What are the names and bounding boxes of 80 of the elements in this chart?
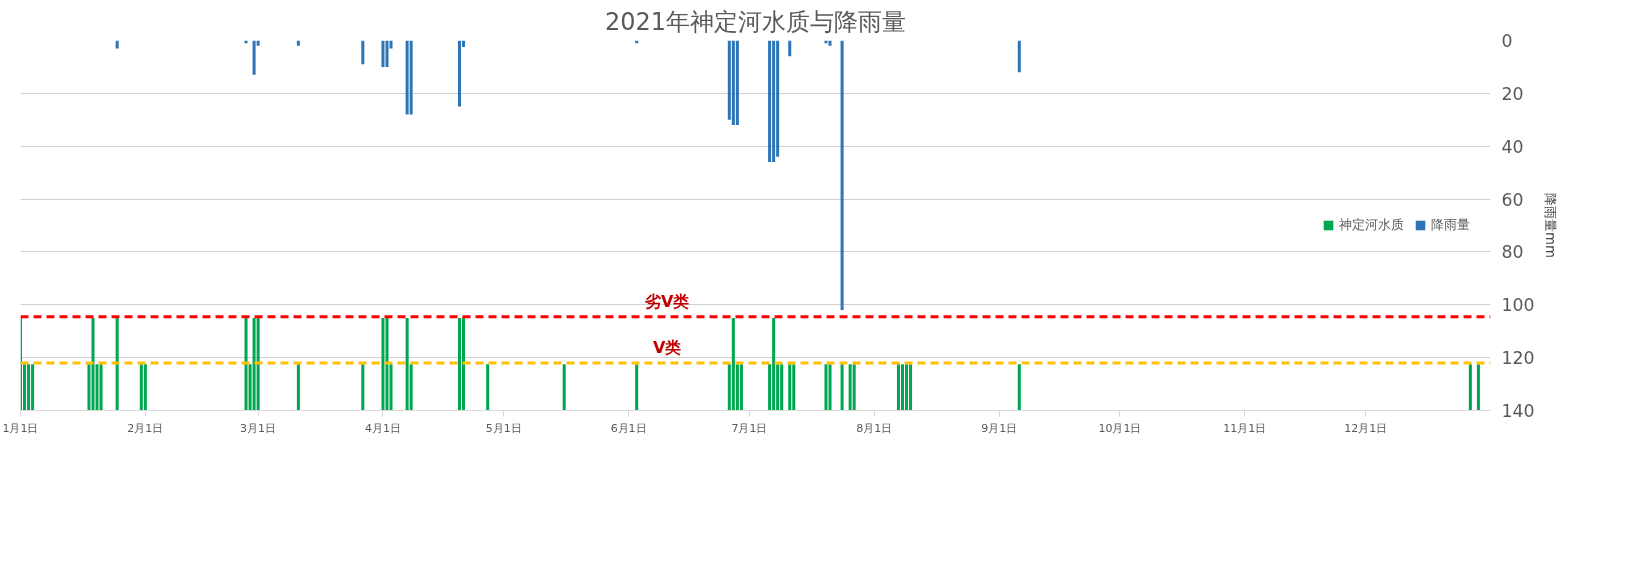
bar — [900, 364, 905, 411]
x-tick-label: 11月1日 — [1223, 421, 1267, 435]
bar — [1476, 364, 1480, 411]
chart-title: 2021年神定河水质与降雨量 — [604, 7, 907, 36]
bar — [768, 40, 772, 163]
x-tick-label: 3月1日 — [240, 421, 277, 435]
bar — [409, 40, 413, 115]
bar — [91, 318, 95, 411]
bar — [905, 364, 909, 411]
bar — [739, 364, 743, 411]
bar — [252, 40, 256, 75]
y2-tick-label: 120 — [1501, 348, 1535, 369]
bar — [381, 40, 385, 67]
bar — [256, 318, 260, 411]
bar — [788, 40, 792, 57]
x-tick-label: 2月1日 — [127, 421, 164, 435]
bar — [385, 318, 389, 411]
bar — [735, 40, 739, 126]
bar — [731, 40, 735, 126]
bar — [828, 40, 832, 46]
ref-line-label: V类 — [653, 337, 682, 357]
x-tick-label: 10月1日 — [1098, 421, 1142, 435]
bar — [486, 364, 490, 411]
bar — [909, 364, 913, 411]
bar — [139, 364, 143, 411]
bar — [361, 40, 365, 65]
bar — [824, 364, 828, 411]
bar — [896, 364, 900, 411]
y2-tick-label: 40 — [1501, 136, 1524, 157]
bar — [385, 40, 389, 67]
y2-tick-label: 20 — [1501, 83, 1524, 104]
bar — [99, 364, 103, 411]
x-tick-label: 6月1日 — [610, 421, 647, 435]
bar — [1017, 364, 1021, 411]
bar — [788, 364, 792, 411]
x-tick-label: 7月1日 — [731, 421, 768, 435]
bar — [840, 40, 844, 311]
bar — [840, 364, 844, 411]
bar — [405, 318, 409, 411]
y2-tick-label: 60 — [1501, 189, 1524, 210]
bar — [828, 364, 832, 411]
bar — [792, 364, 796, 411]
bar — [296, 364, 300, 411]
bar — [780, 364, 784, 411]
x-tick-label: 5月1日 — [485, 421, 522, 435]
y2-tick-label: 140 — [1501, 401, 1535, 421]
bar — [457, 318, 461, 411]
bar — [848, 364, 852, 411]
bar — [1468, 364, 1472, 411]
bar — [772, 40, 776, 163]
ref-line-label: 劣V类 — [644, 291, 690, 311]
legend-label: 神定河水质 — [1339, 216, 1404, 234]
bar — [405, 40, 409, 115]
bar — [115, 318, 119, 411]
x-tick-label: 8月1日 — [856, 421, 893, 435]
legend-label: 降雨量 — [1431, 216, 1470, 234]
x-tick-label: 9月1日 — [981, 421, 1018, 435]
bar — [731, 318, 735, 411]
bar — [381, 318, 385, 411]
bar — [296, 40, 300, 46]
bar — [252, 318, 256, 411]
y2-axis-title: 降雨量mm — [1542, 193, 1558, 258]
bar — [244, 318, 248, 411]
bar — [462, 318, 466, 411]
bar — [635, 364, 639, 411]
x-tick-label: 1月1日 — [2, 421, 39, 435]
x-tick-label: 4月1日 — [364, 421, 401, 435]
y2-tick-label: 0 — [1501, 31, 1513, 51]
bar — [31, 364, 35, 411]
bar — [772, 318, 776, 411]
bar — [361, 364, 365, 411]
bar — [457, 40, 461, 107]
bar — [27, 364, 31, 411]
y2-tick-label: 100 — [1501, 295, 1535, 316]
bar — [852, 364, 856, 411]
bar — [1017, 40, 1021, 73]
y2-tick-label: 80 — [1501, 242, 1524, 263]
bar — [562, 364, 566, 411]
bar — [143, 364, 147, 411]
x-tick-label: 12月1日 — [1344, 421, 1388, 435]
